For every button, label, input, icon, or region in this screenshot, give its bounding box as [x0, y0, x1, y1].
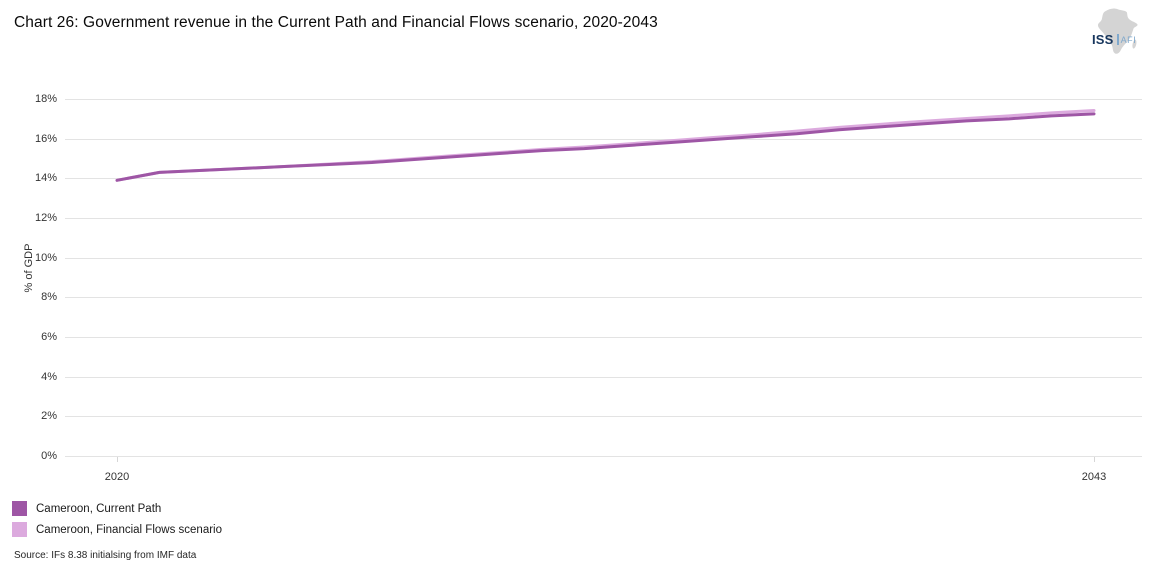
- logo-org-label: ISS: [1092, 32, 1114, 47]
- gridline: [65, 99, 1142, 100]
- x-tick-label: 2043: [1081, 471, 1107, 483]
- legend-item-cameroon-current-path: Cameroon, Current Path: [12, 501, 222, 516]
- legend-label: Cameroon, Current Path: [36, 502, 162, 515]
- x-tick-mark: [1094, 457, 1095, 462]
- y-tick-label: 16%: [34, 132, 57, 145]
- y-tick-label: 4%: [41, 370, 57, 383]
- x-tick-mark: [117, 457, 118, 462]
- y-tick-label: 6%: [41, 331, 57, 343]
- gridline: [65, 257, 1142, 259]
- y-tick-label: 18%: [34, 93, 57, 105]
- y-tick-label: 8%: [41, 291, 57, 304]
- gridline: [65, 138, 1142, 140]
- legend-swatch: [12, 501, 27, 516]
- legend-swatch: [12, 522, 27, 537]
- y-tick-label: 10%: [34, 251, 57, 264]
- line-cameroon-financial-flows-scenario: [115, 109, 1096, 182]
- x-tick-label: 2020: [104, 471, 130, 483]
- logo-text: ISS AFI: [1092, 32, 1136, 47]
- logo-unit-label: AFI: [1120, 34, 1137, 45]
- y-tick-label: 14%: [34, 172, 57, 185]
- line-cameroon-current-path: [115, 112, 1096, 182]
- iss-afi-logo: ISS AFI: [1088, 7, 1146, 57]
- y-tick-label: 12%: [34, 212, 57, 224]
- gridline: [65, 456, 1142, 457]
- gridline: [65, 297, 1142, 299]
- gridline: [65, 218, 1142, 219]
- gridline: [65, 178, 1142, 180]
- legend-label: Cameroon, Financial Flows scenario: [36, 523, 222, 536]
- legend-item-cameroon-financial-flows-scenario: Cameroon, Financial Flows scenario: [12, 522, 222, 537]
- source-note: Source: IFs 8.38 initialsing from IMF da…: [14, 550, 197, 561]
- logo-separator: [1116, 34, 1119, 45]
- gridline: [65, 337, 1142, 338]
- y-tick-label: 2%: [41, 410, 57, 423]
- chart-title: Chart 26: Government revenue in the Curr…: [14, 14, 658, 31]
- africa-icon: [1097, 8, 1138, 54]
- y-tick-label: 0%: [41, 450, 57, 462]
- gridline: [65, 376, 1142, 378]
- gridline: [65, 416, 1142, 418]
- chart-legend: Cameroon, Current Path Cameroon, Financia…: [12, 501, 222, 543]
